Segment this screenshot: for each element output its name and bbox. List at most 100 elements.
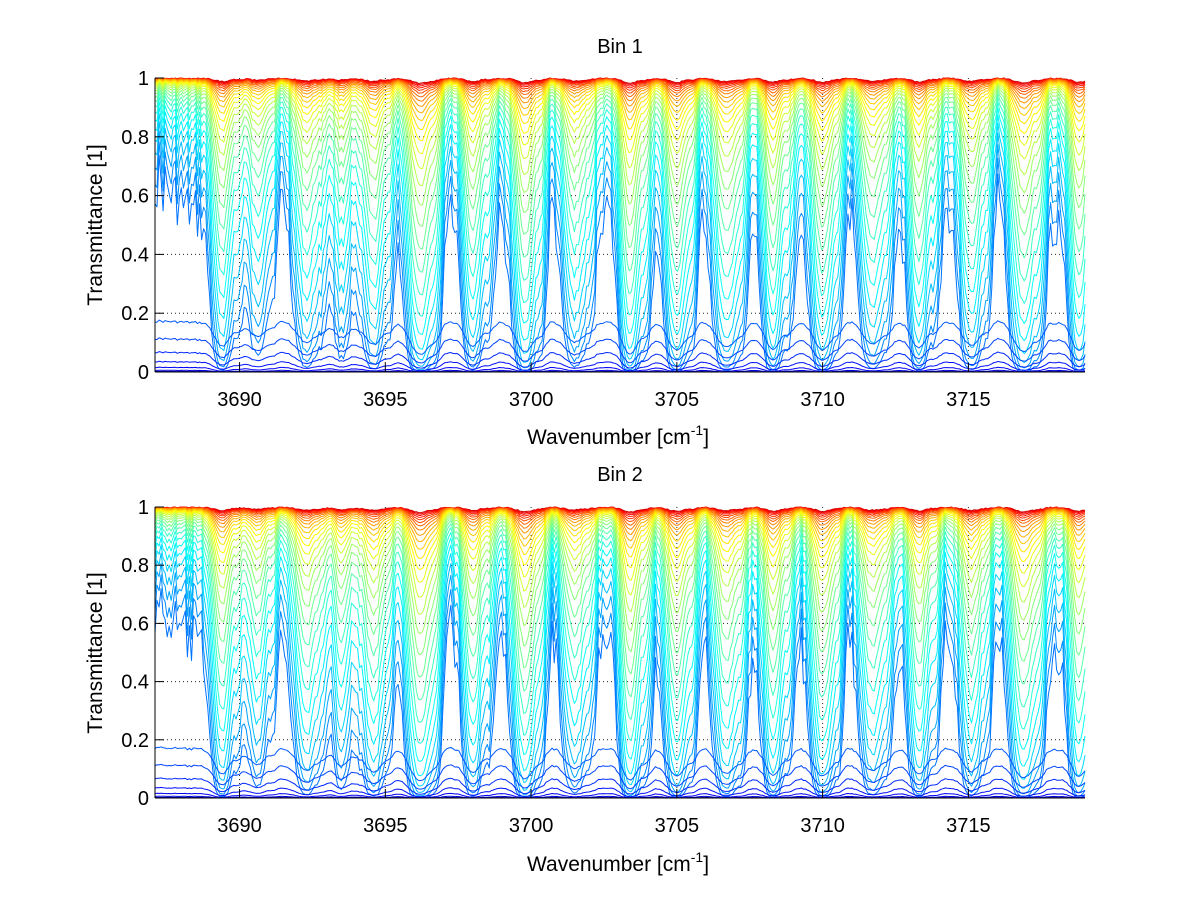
spectrum-series-line [154, 513, 1086, 634]
subplot-bin-1: Bin 1 0 0.2 0.4 0.6 0.8 1 3690 3695 3700 3705 371… [84, 36, 1086, 449]
x-tick-label: 3700 [509, 389, 554, 411]
subplot-title: Bin 2 [597, 464, 643, 486]
spectrum-series-line [154, 544, 1086, 787]
spectrum-series-line [154, 763, 1086, 790]
subplot-bin-2: Bin 2 0 0.2 0.4 0.6 0.8 1 3690 3695 3700 3705 371… [84, 464, 1086, 876]
spectrum-series-line [154, 588, 1086, 799]
y-tick-label: 1 [138, 68, 149, 90]
spectrum-series-line [154, 506, 1086, 516]
axes [154, 77, 1085, 373]
spectrum-series-line [154, 96, 1086, 317]
spectrum-series-line [154, 792, 1086, 799]
x-axis-label: Wavenumber [cm-1] [527, 422, 709, 449]
series-group [154, 77, 1086, 373]
y-axis-label: Transmittance [1] [84, 572, 107, 733]
x-tick-label: 3690 [217, 389, 262, 411]
x-tick-label: 3715 [946, 389, 991, 411]
x-tick-labels: 3690 3695 3700 3705 3710 3715 [217, 389, 990, 411]
spectrum-series-line [154, 527, 1086, 744]
x-tick-label: 3705 [655, 815, 700, 837]
x-tick-label: 3700 [509, 815, 554, 837]
y-tick-label: 0.2 [121, 303, 149, 325]
y-tick-label: 0.6 [121, 186, 149, 208]
spectrum-series-line [154, 512, 1086, 615]
y-tick-label: 0.6 [121, 613, 149, 635]
x-tick-label: 3695 [363, 815, 408, 837]
spectrum-series-line [154, 77, 1086, 94]
spectrum-series-line [154, 79, 1086, 131]
spectrum-series-line [154, 507, 1086, 536]
spectrum-series-line [154, 81, 1086, 169]
spectrum-series-line [154, 80, 1086, 142]
spectrum-series-line [154, 786, 1086, 798]
spectrum-series-line [154, 506, 1086, 518]
y-tick-label: 0 [138, 788, 149, 810]
spectrum-series-line [154, 77, 1086, 89]
spectrum-series-line [154, 130, 1086, 371]
y-tick-label: 0.8 [121, 127, 149, 149]
spectrum-series-line [154, 777, 1086, 795]
spectrum-series-line [154, 506, 1086, 521]
spectrum-series-line [154, 507, 1086, 531]
spectrum-series-line [154, 537, 1086, 777]
spectrum-series-line [155, 78, 1086, 102]
x-tick-label: 3705 [655, 389, 700, 411]
x-tick-labels: 3690 3695 3700 3705 3710 3715 [217, 815, 990, 837]
spectrum-series-line [154, 81, 1086, 154]
spectrum-series-line [154, 508, 1086, 550]
subplot-title: Bin 1 [597, 36, 643, 58]
x-axis-label: Wavenumber [cm-1] [527, 849, 709, 876]
y-axis-label: Transmittance [1] [84, 144, 107, 305]
spectrum-series-line [154, 82, 1086, 187]
y-tick-label: 0.8 [121, 555, 149, 577]
spectrum-series-line [154, 113, 1086, 361]
x-tick-label: 3690 [217, 815, 262, 837]
spectrum-series-line [154, 77, 1086, 91]
spectrum-series-line [154, 351, 1086, 369]
x-tick-label: 3715 [946, 815, 991, 837]
spectrum-series-line [154, 101, 1086, 335]
y-tick-labels: 0 0.2 0.4 0.6 0.8 1 [121, 68, 149, 384]
spectrum-series-line [154, 106, 1086, 350]
spectrum-series-line [154, 531, 1086, 762]
x-tick-label: 3710 [800, 815, 845, 837]
series-group [154, 506, 1086, 799]
spectrum-series-line [154, 507, 1086, 527]
spectrum-series-line [155, 366, 1086, 373]
axes [154, 506, 1085, 799]
spectrum-series-line [154, 141, 1086, 372]
spectrum-series-line [154, 78, 1086, 107]
spectrum-series-line [154, 79, 1086, 121]
spectrum-series-line [154, 510, 1086, 583]
y-tick-label: 0 [138, 362, 149, 384]
x-tick-label: 3695 [363, 389, 408, 411]
spectrum-series-line [154, 552, 1086, 793]
spectrum-series-line [154, 509, 1086, 570]
spectrum-series-line [154, 511, 1086, 598]
spectrum-series-line [154, 85, 1086, 227]
spectrum-series-line [154, 509, 1086, 559]
spectrum-series-line [154, 515, 1086, 655]
y-tick-label: 0.4 [121, 244, 149, 266]
spectrum-series-line [154, 90, 1086, 273]
y-tick-label: 0.4 [121, 672, 149, 694]
spectrum-series-line [154, 337, 1086, 364]
spectrum-series-line [154, 121, 1086, 367]
spectrum-series-line [154, 84, 1086, 206]
spectrum-series-line [154, 562, 1086, 797]
spectrum-series-line [154, 520, 1086, 701]
spectrum-series-line [154, 77, 1086, 87]
spectrum-series-line [154, 79, 1086, 114]
y-tick-label: 0.2 [121, 730, 149, 752]
spectrum-series-line [154, 319, 1086, 355]
spectrum-series-line [155, 360, 1086, 372]
y-tick-labels: 0 0.2 0.4 0.6 0.8 1 [121, 497, 149, 810]
spectrum-series-line [154, 78, 1086, 98]
spectrum-series-line [154, 508, 1086, 543]
spectrum-series-line [154, 87, 1086, 250]
spectrum-series-line [154, 517, 1086, 678]
x-tick-label: 3710 [800, 389, 845, 411]
spectrum-series-line [154, 523, 1086, 723]
spectrum-series-line [155, 506, 1086, 524]
